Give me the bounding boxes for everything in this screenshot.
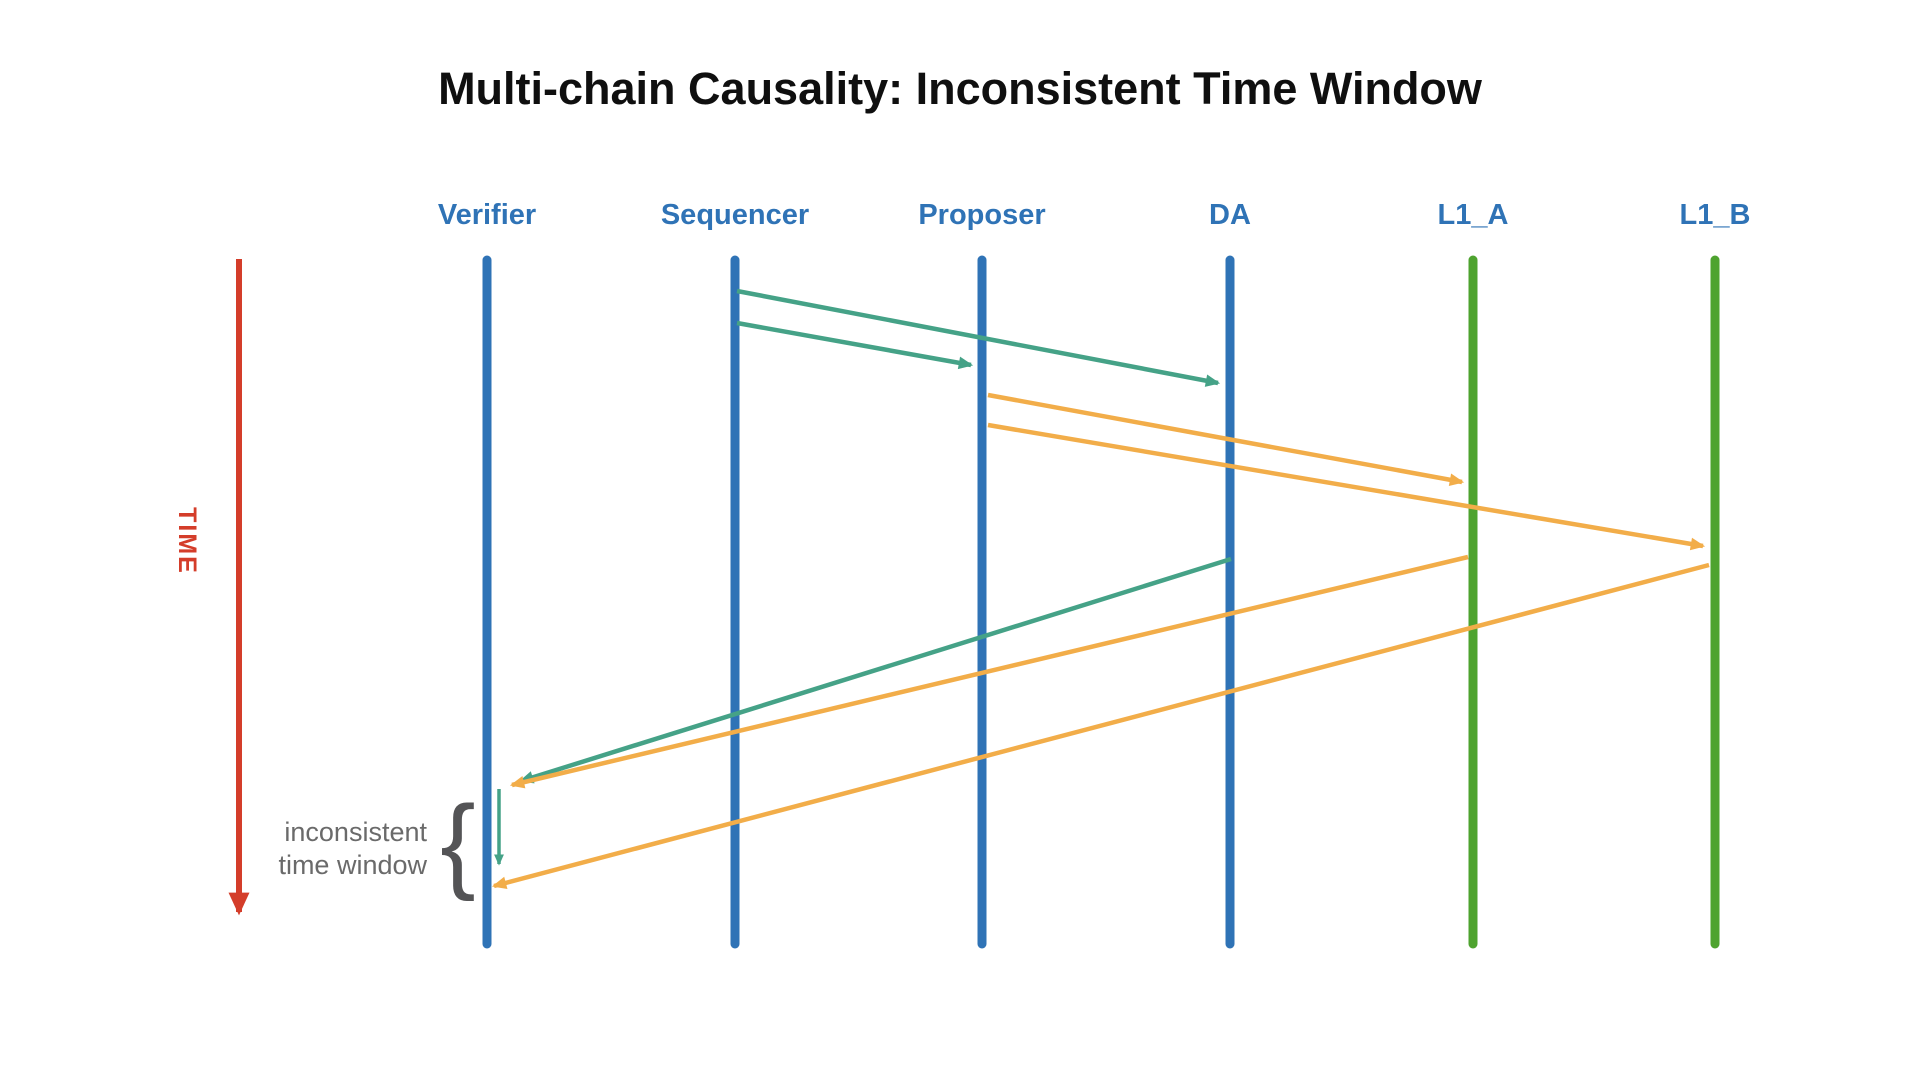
time-axis-label: TIME bbox=[173, 507, 201, 575]
lifelines bbox=[482, 255, 1720, 949]
arrow-sequencer-to-proposer bbox=[736, 320, 974, 370]
actor-label-proposer: Proposer bbox=[918, 199, 1045, 231]
actor-label-l1-b: L1_B bbox=[1680, 199, 1751, 231]
diagram-title: Multi-chain Causality: Inconsistent Time… bbox=[438, 63, 1483, 114]
arrow-proposer-to-l1-a bbox=[987, 392, 1465, 487]
arrow-sequencer-to-da bbox=[736, 288, 1221, 387]
time-window-annotation: { inconsistent time window bbox=[278, 784, 475, 902]
time-axis: TIME bbox=[173, 259, 250, 916]
actor-label-sequencer: Sequencer bbox=[661, 199, 809, 231]
arrow-da-to-verifier bbox=[518, 556, 1232, 784]
actor-label-verifier: Verifier bbox=[438, 199, 536, 231]
arrow-l1-b-to-verifier bbox=[491, 562, 1710, 889]
actor-labels: Verifier Sequencer Proposer DA L1_A L1_B bbox=[438, 199, 1751, 231]
arrow-proposer-to-l1-b bbox=[987, 422, 1706, 551]
actor-label-da: DA bbox=[1209, 199, 1251, 231]
messages bbox=[491, 288, 1710, 889]
annotation-line-1: inconsistent bbox=[284, 817, 427, 847]
annotation-line-2: time window bbox=[278, 850, 427, 880]
actor-label-l1-a: L1_A bbox=[1438, 199, 1509, 231]
arrow-l1-a-to-verifier bbox=[509, 554, 1469, 789]
curly-brace: { bbox=[440, 784, 475, 902]
